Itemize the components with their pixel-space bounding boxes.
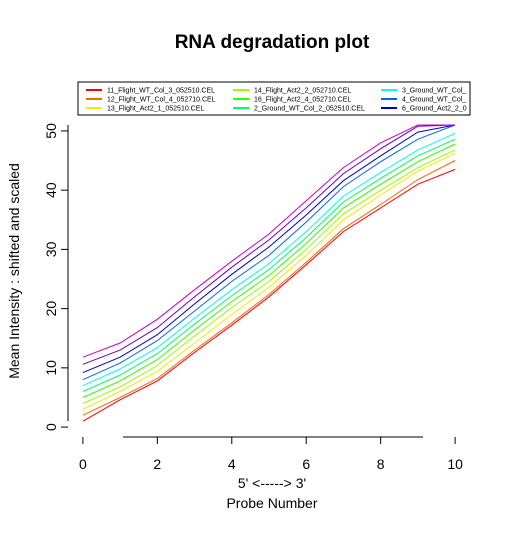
series-line-7 bbox=[82, 132, 456, 387]
series-line-4 bbox=[82, 149, 456, 404]
x-tick-label: 2 bbox=[153, 456, 161, 472]
y-tick-label: 50 bbox=[43, 123, 59, 139]
legend-label: 14_Flight_Act2_2_052710.CEL bbox=[254, 88, 351, 95]
legend-label: 2_Ground_WT_Col_2_052510.CEL bbox=[254, 106, 365, 113]
x-tick-label: 4 bbox=[228, 456, 236, 472]
series-line-10 bbox=[82, 124, 456, 365]
y-axis: 0 10 20 30 40 50 bbox=[43, 123, 69, 431]
legend-label: 16_Flight_Act2_4_052710.CEL bbox=[254, 97, 351, 104]
x-axis: 0 2 4 6 8 10 bbox=[79, 436, 463, 472]
series-line-11 bbox=[82, 124, 456, 358]
chart-title: RNA degradation plot bbox=[175, 32, 370, 53]
legend-box bbox=[77, 81, 471, 116]
series-line-9 bbox=[82, 124, 456, 374]
y-tick-label: 10 bbox=[43, 360, 59, 376]
y-tick-label: 30 bbox=[43, 241, 59, 257]
legend-label: 3_Ground_WT_Col_ bbox=[402, 88, 466, 95]
series-line-2 bbox=[82, 160, 456, 416]
y-tick-label: 20 bbox=[43, 301, 59, 317]
legend-label: 6_Ground_Act2_2_0 bbox=[402, 106, 467, 113]
y-axis-label: Mean Intensity : shifted and scaled bbox=[6, 163, 22, 379]
x-tick-label: 6 bbox=[302, 456, 310, 472]
y-tick-label: 40 bbox=[43, 182, 59, 198]
plot-area bbox=[82, 124, 456, 422]
legend: 11_Flight_WT_Col_3_052510.CEL 12_Flight_W… bbox=[77, 81, 471, 116]
series-line-3 bbox=[82, 152, 456, 410]
legend-label: 11_Flight_WT_Col_3_052510.CEL bbox=[107, 88, 215, 95]
legend-label: 4_Ground_WT_Col_ bbox=[402, 97, 466, 104]
series-line-8 bbox=[82, 124, 456, 381]
x-tick-label: 10 bbox=[447, 456, 463, 472]
x-tick-label: 8 bbox=[377, 456, 385, 472]
legend-label: 12_Flight_WT_Col_4_052710.CEL bbox=[107, 97, 216, 104]
x-axis-label-arrow: 5' <-----> 3' bbox=[238, 475, 306, 491]
legend-label: 13_Flight_Act2_1_052510.CEL bbox=[107, 106, 204, 113]
x-tick-label: 0 bbox=[79, 456, 87, 472]
x-axis-label: Probe Number bbox=[226, 495, 317, 511]
y-tick-label: 0 bbox=[43, 423, 59, 431]
series-line-5 bbox=[82, 143, 456, 398]
series-line-6 bbox=[82, 138, 456, 392]
series-line-1 bbox=[82, 168, 456, 422]
